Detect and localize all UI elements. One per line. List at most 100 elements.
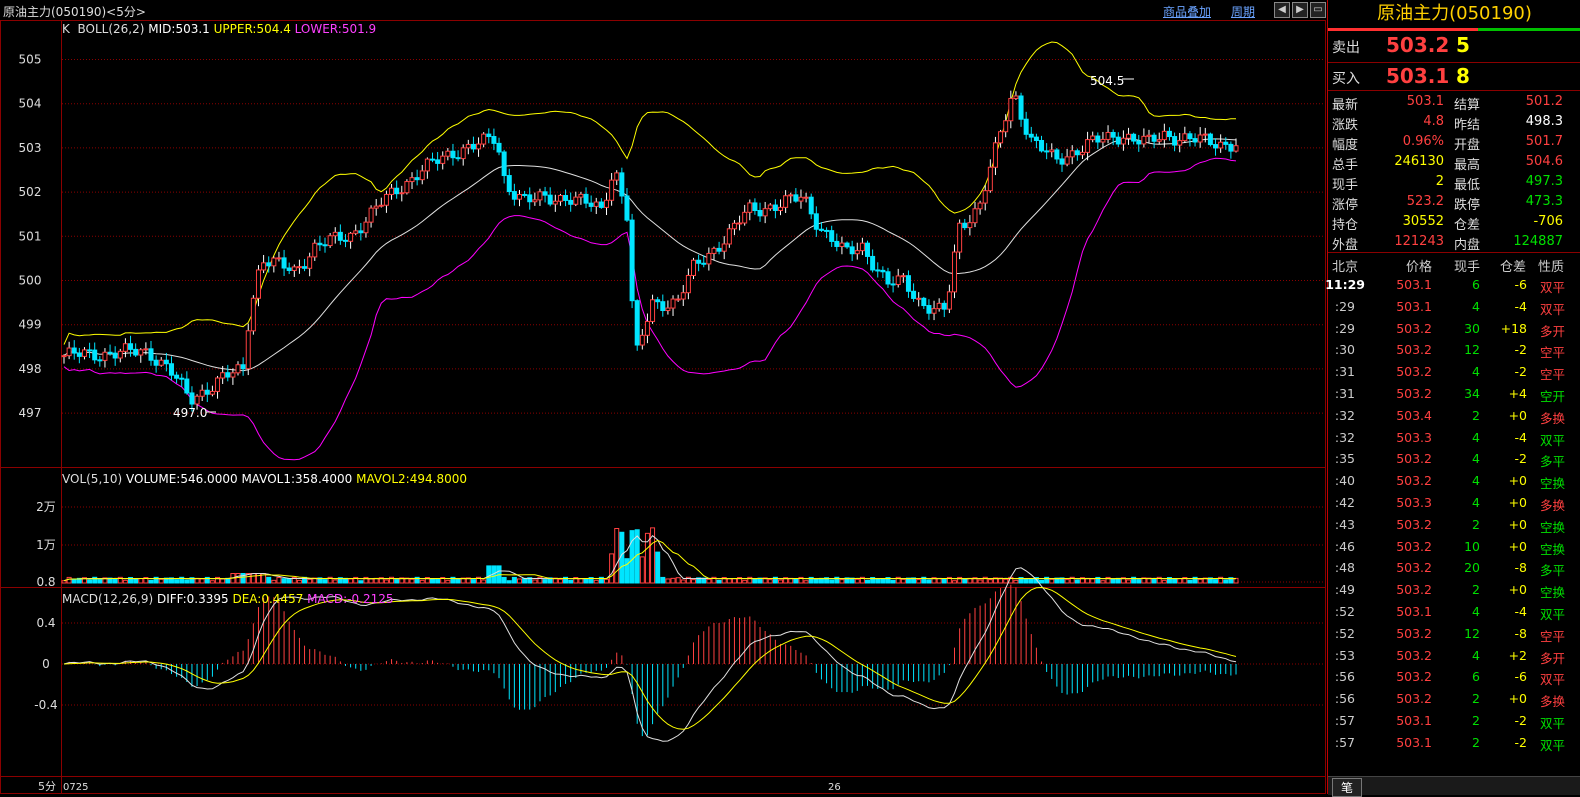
tick-header-price: 价格 — [1406, 260, 1433, 275]
candle-body — [281, 257, 287, 269]
tick-nature: 空平 — [1539, 367, 1565, 383]
stat-label: 内盘 — [1454, 238, 1481, 253]
macd-histogram — [68, 584, 1237, 737]
tick-time: :43 — [1334, 516, 1355, 532]
candle-body — [885, 271, 891, 285]
candle-body — [66, 347, 72, 357]
tick-oi-change: -2 — [1514, 364, 1527, 380]
candle-body — [97, 359, 103, 362]
volume-bar — [179, 576, 185, 584]
boll-mid-line — [63, 138, 1237, 372]
volume-bar — [1074, 579, 1080, 584]
candle-body — [752, 202, 758, 212]
tick-nature: 双平 — [1539, 280, 1565, 295]
tick-time: :32 — [1334, 407, 1355, 423]
candle-body — [962, 222, 968, 229]
candle-body — [404, 181, 410, 194]
candle-body — [644, 320, 650, 336]
tick-oi-change: -8 — [1514, 560, 1527, 576]
candle-body — [102, 351, 108, 361]
candle-body — [291, 266, 297, 271]
tick-row[interactable]: :32 503.3 4 -4 双平 — [1328, 427, 1580, 449]
volume-bar — [87, 579, 93, 584]
tick-row[interactable]: :49 503.2 2 +0 空换 — [1328, 579, 1580, 601]
tick-header-time: 北京 — [1332, 260, 1359, 275]
candle-body — [133, 348, 139, 356]
candle-body — [675, 298, 681, 301]
boll-legend: K BOLL(26,2) MID:503.1 UPPER:504.4 LOWER… — [62, 22, 376, 36]
tick-row[interactable]: :48 503.2 20 -8 多平 — [1328, 557, 1580, 579]
candle-body — [501, 151, 507, 177]
bottom-tabs: 笔 — [1328, 776, 1580, 797]
candle-body — [455, 157, 461, 160]
tick-row[interactable]: :52 503.2 12 -8 空平 — [1328, 623, 1580, 645]
candle-body — [849, 246, 855, 255]
candle-body — [721, 243, 727, 252]
volume-bar — [266, 576, 272, 584]
tick-header-nature: 性质 — [1538, 260, 1565, 275]
candle-body — [629, 219, 635, 302]
volume-bar — [711, 576, 717, 584]
tick-row[interactable]: :29 503.1 4 -4 双平 — [1328, 296, 1580, 318]
volume-bar — [138, 578, 144, 584]
period-link[interactable]: 周期 — [1231, 5, 1256, 19]
tick-row[interactable]: :32 503.4 2 +0 多换 — [1328, 405, 1580, 427]
tick-row[interactable]: :40 503.2 4 +0 空换 — [1328, 470, 1580, 492]
tick-price: 503.2 — [1396, 669, 1432, 685]
scroll-left-button[interactable]: ◀ — [1274, 2, 1290, 18]
chart-canvas[interactable]: 505 504 503 502 501 500 499 498 497 2万 1万 0.8 0.4 0 -0… — [0, 20, 1326, 794]
candle-body — [737, 222, 743, 225]
tick-row[interactable]: :31 503.2 4 -2 空平 — [1328, 361, 1580, 383]
tick-row[interactable]: :53 503.2 4 +2 多开 — [1328, 645, 1580, 667]
window-toggle-button[interactable]: ▭ — [1310, 2, 1326, 18]
tick-row[interactable]: :43 503.2 2 +0 空换 — [1328, 514, 1580, 536]
candle-body — [71, 347, 77, 354]
volume-bar — [1044, 576, 1050, 584]
tick-row[interactable]: :56 503.2 2 +0 多换 — [1328, 688, 1580, 710]
volume-bar — [1120, 577, 1126, 584]
candle-body — [783, 195, 789, 208]
tick-row[interactable]: :30 503.2 12 -2 空平 — [1328, 339, 1580, 361]
tick-row[interactable]: :56 503.2 6 -6 双平 — [1328, 666, 1580, 688]
tick-row[interactable]: :42 503.3 4 +0 多换 — [1328, 492, 1580, 514]
sell-label: 卖出 — [1332, 40, 1360, 56]
buy-price[interactable]: 503.1 — [1386, 64, 1450, 88]
volume-bar — [829, 579, 835, 584]
candle-body — [1223, 141, 1229, 145]
stat-label: 仓差 — [1454, 218, 1481, 233]
tick-row[interactable]: 11:29 503.1 6 -6 双平 — [1325, 274, 1580, 296]
tick-oi-change: +0 — [1508, 407, 1527, 423]
tick-time: :31 — [1334, 364, 1355, 380]
tick-row[interactable]: :46 503.2 10 +0 空换 — [1328, 536, 1580, 558]
volume-bar — [440, 577, 446, 584]
overlay-link[interactable]: 商品叠加 — [1163, 5, 1212, 19]
tick-row[interactable]: :29 503.2 30 +18 多开 — [1328, 318, 1580, 340]
volume-bar — [189, 577, 195, 584]
tick-price: 503.2 — [1396, 320, 1432, 336]
tick-price: 503.2 — [1396, 538, 1432, 554]
quote-row: 涨停 523.2 跌停 473.3 — [1328, 192, 1580, 213]
volume-bar — [465, 577, 471, 584]
stat-value: 473.3 — [1525, 194, 1563, 209]
candle-body — [511, 191, 517, 200]
volume-bar — [1136, 579, 1142, 584]
stat-value: 503.1 — [1406, 94, 1444, 109]
candle-body — [107, 351, 113, 354]
volume-bar — [747, 576, 753, 584]
tick-oi-change: +0 — [1508, 473, 1527, 489]
tick-row[interactable]: :31 503.2 34 +4 空开 — [1328, 383, 1580, 405]
candle-body — [563, 195, 569, 201]
candle-body — [363, 221, 369, 234]
tick-row[interactable]: :57 503.1 2 -2 双平 — [1328, 732, 1580, 754]
sell-price[interactable]: 503.2 — [1386, 33, 1450, 57]
candle-body — [701, 262, 707, 265]
volume-bar — [250, 573, 256, 584]
tick-row[interactable]: :57 503.1 2 -2 双平 — [1328, 710, 1580, 732]
tab-ticks[interactable]: 笔 — [1332, 778, 1363, 797]
scroll-right-button[interactable]: ▶ — [1292, 2, 1308, 18]
candle-body — [1151, 134, 1157, 142]
tick-row[interactable]: :52 503.1 4 -4 双平 — [1328, 601, 1580, 623]
volume-bar — [588, 577, 594, 584]
tick-row[interactable]: :35 503.2 4 -2 多平 — [1328, 448, 1580, 470]
volume-bar — [875, 578, 881, 584]
